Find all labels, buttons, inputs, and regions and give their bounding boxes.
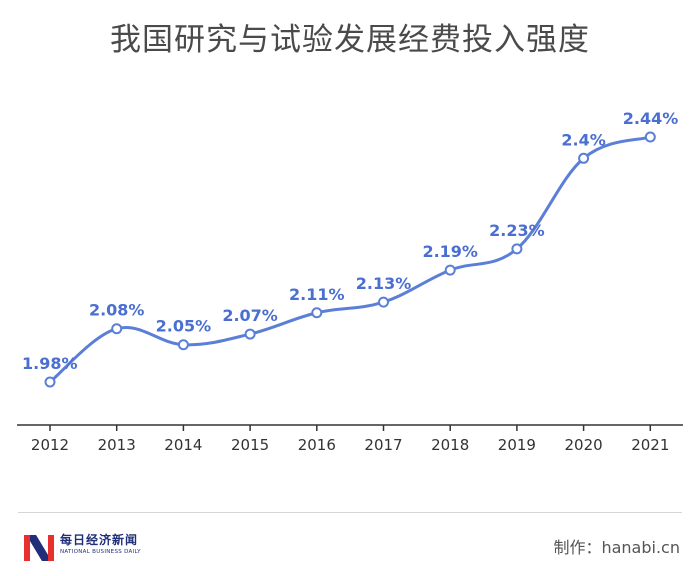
footer-divider — [18, 512, 682, 513]
data-point — [244, 328, 256, 340]
data-point — [444, 264, 456, 276]
line-chart: 2012 2013 2014 2015 2016 2017 2018 2019 2020 2021… — [17, 109, 683, 454]
brand-logo-subtext: NATIONAL BUSINESS DAILY — [60, 549, 141, 555]
data-label: 2.08% — [89, 301, 145, 320]
data-label: 2.11% — [289, 285, 345, 304]
x-tick-label: 2020 — [565, 436, 603, 454]
data-label: 2.07% — [222, 306, 278, 325]
data-point — [311, 307, 323, 319]
data-point — [44, 376, 56, 388]
data-label: 2.4% — [561, 130, 605, 149]
data-point — [378, 296, 389, 308]
data-label: 2.13% — [356, 274, 412, 293]
x-tick-label: 2017 — [364, 436, 402, 454]
data-point — [111, 323, 123, 335]
x-tick-label: 2021 — [631, 436, 669, 454]
data-point — [511, 243, 523, 255]
brand-logo: 每日经济新闻 NATIONAL BUSINESS DAILY — [22, 527, 162, 563]
x-tick-label: 2019 — [498, 436, 536, 454]
chart-title: 我国研究与试验发展经费投入强度 — [110, 22, 590, 58]
data-label: 2.19% — [422, 242, 478, 261]
credit-text: 制作：hanabi.cn — [553, 538, 680, 557]
x-tick-label: 2012 — [31, 436, 69, 454]
x-tick-label: 2018 — [431, 436, 469, 454]
data-label: 2.44% — [623, 109, 679, 128]
brand-logo-text: 每日经济新闻 — [60, 533, 139, 547]
data-point — [177, 339, 189, 351]
data-label: 1.98% — [22, 354, 78, 373]
series-line — [49, 135, 651, 384]
x-tick-label: 2015 — [231, 436, 269, 454]
x-tick-label: 2014 — [164, 436, 202, 454]
brand-logo-icon — [24, 535, 54, 561]
x-tick-label: 2016 — [298, 436, 336, 454]
data-label: 2.05% — [156, 317, 212, 336]
data-label: 2.23% — [489, 221, 545, 240]
data-point — [578, 152, 590, 164]
x-tick-label: 2013 — [98, 436, 136, 454]
data-point — [644, 131, 656, 143]
